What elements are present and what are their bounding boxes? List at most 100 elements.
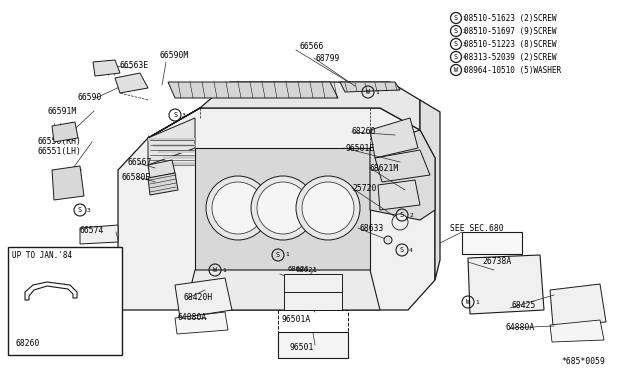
Polygon shape [468, 255, 544, 314]
Text: S: S [454, 28, 458, 34]
Polygon shape [185, 270, 380, 310]
Polygon shape [375, 150, 430, 182]
Polygon shape [80, 225, 118, 244]
Text: 66566: 66566 [300, 42, 324, 51]
Polygon shape [163, 156, 195, 159]
Text: 68799: 68799 [315, 54, 339, 62]
Text: 66574: 66574 [80, 225, 104, 234]
Text: S: S [454, 54, 458, 60]
Text: W: W [454, 67, 458, 73]
Polygon shape [370, 118, 418, 158]
Text: 08964-10510 (5)WASHER: 08964-10510 (5)WASHER [464, 65, 561, 74]
Bar [278, 332, 348, 358]
Text: 25720: 25720 [352, 183, 376, 192]
Polygon shape [158, 150, 195, 153]
Bar [462, 232, 522, 254]
Text: 1: 1 [285, 253, 289, 257]
Circle shape [384, 236, 392, 244]
Text: 68260: 68260 [16, 339, 40, 347]
Polygon shape [148, 138, 195, 141]
Text: *685*0059: *685*0059 [561, 357, 605, 366]
Polygon shape [168, 162, 195, 165]
Polygon shape [340, 82, 400, 92]
Text: 64880A: 64880A [506, 324, 535, 333]
Text: 68621: 68621 [296, 267, 318, 273]
Text: 96501A: 96501A [282, 315, 311, 324]
Circle shape [212, 182, 264, 234]
Text: 66550(RH): 66550(RH) [38, 137, 82, 145]
Text: 68420H: 68420H [184, 294, 213, 302]
Text: 1: 1 [222, 267, 226, 273]
Polygon shape [118, 108, 435, 310]
Polygon shape [378, 180, 420, 210]
Polygon shape [195, 148, 370, 270]
Text: 66563E: 66563E [120, 61, 149, 70]
Text: 3: 3 [87, 208, 91, 212]
Polygon shape [115, 73, 148, 93]
Text: 1: 1 [375, 90, 379, 94]
Polygon shape [52, 166, 84, 200]
Text: S: S [454, 15, 458, 21]
Text: 66591M: 66591M [48, 106, 77, 115]
Text: W: W [366, 89, 370, 95]
Text: 68600: 68600 [290, 280, 314, 289]
Text: SEE SEC.680: SEE SEC.680 [450, 224, 504, 232]
Polygon shape [168, 82, 338, 98]
Text: 68621M: 68621M [370, 164, 399, 173]
Polygon shape [93, 60, 120, 76]
Text: 66580E: 66580E [122, 173, 151, 182]
Text: 1: 1 [463, 16, 467, 20]
Text: 1: 1 [463, 67, 467, 73]
Text: 64880A: 64880A [178, 314, 207, 323]
Circle shape [392, 214, 408, 230]
Text: 26738A: 26738A [482, 257, 511, 266]
Text: S: S [173, 112, 177, 118]
Text: 1: 1 [475, 299, 479, 305]
Text: 08510-51223 (8)SCREW: 08510-51223 (8)SCREW [464, 39, 557, 48]
Text: 2: 2 [409, 212, 413, 218]
Text: 66551(LH): 66551(LH) [38, 147, 82, 155]
Bar [284, 292, 342, 310]
Text: 96501: 96501 [290, 343, 314, 353]
Circle shape [296, 176, 360, 240]
Circle shape [206, 176, 270, 240]
Text: S: S [276, 252, 280, 258]
Bar [284, 274, 342, 292]
Polygon shape [153, 144, 195, 147]
Text: 08510-51623 (2)SCREW: 08510-51623 (2)SCREW [464, 13, 557, 22]
Text: S: S [454, 41, 458, 47]
Polygon shape [175, 312, 228, 334]
Text: 68260: 68260 [352, 126, 376, 135]
Polygon shape [52, 122, 78, 142]
Bar [8, 247, 122, 355]
Circle shape [257, 182, 309, 234]
Polygon shape [148, 118, 195, 165]
Text: 2: 2 [463, 29, 467, 33]
Text: W: W [466, 299, 470, 305]
Text: UP TO JAN.'84: UP TO JAN.'84 [12, 250, 72, 260]
Polygon shape [550, 284, 606, 326]
Circle shape [302, 182, 354, 234]
Text: 3: 3 [463, 42, 467, 46]
Text: 08510-51697 (9)SCREW: 08510-51697 (9)SCREW [464, 26, 557, 35]
Text: 66567: 66567 [128, 157, 152, 167]
Text: S: S [400, 247, 404, 253]
Text: W: W [213, 267, 217, 273]
Text: 08313-52039 (2)SCREW: 08313-52039 (2)SCREW [464, 52, 557, 61]
Text: S: S [400, 212, 404, 218]
Text: 4: 4 [463, 55, 467, 60]
Polygon shape [370, 130, 435, 220]
Text: 68425: 68425 [512, 301, 536, 311]
Polygon shape [148, 82, 420, 138]
Polygon shape [420, 100, 440, 280]
Text: 68621: 68621 [288, 266, 310, 272]
Text: 66590: 66590 [78, 93, 102, 102]
Text: 66590M: 66590M [160, 51, 189, 60]
Polygon shape [550, 320, 604, 342]
Text: 96501E: 96501E [346, 144, 375, 153]
Text: 4: 4 [409, 247, 413, 253]
Text: 3: 3 [182, 112, 186, 118]
Circle shape [251, 176, 315, 240]
Bar [278, 310, 348, 332]
Text: 68633: 68633 [360, 224, 385, 232]
